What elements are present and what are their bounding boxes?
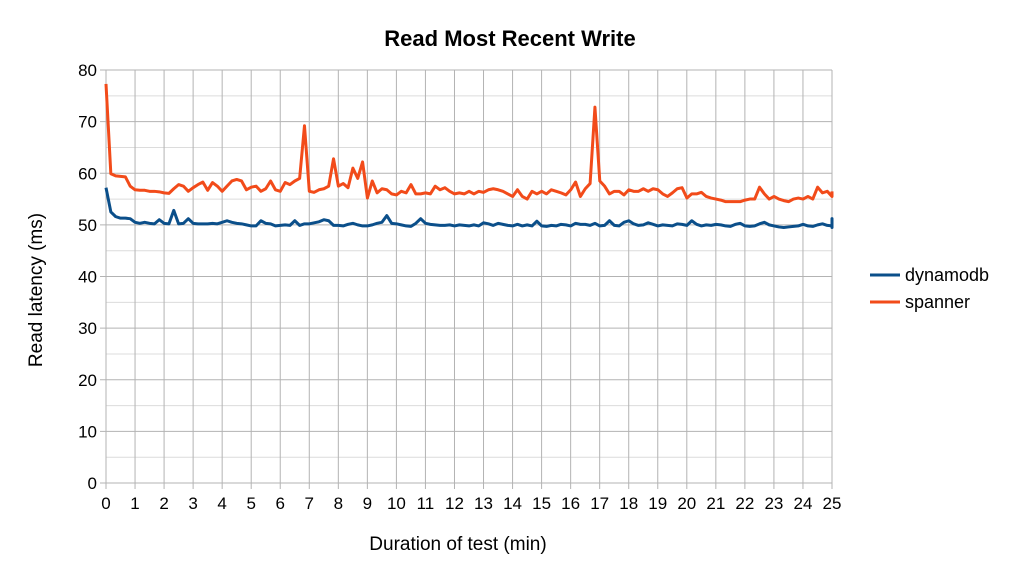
x-tick-label: 16 [561,494,580,513]
x-tick-label: 4 [217,494,226,513]
y-axis-label: Read latency (ms) [26,213,47,367]
x-tick-label: 5 [246,494,255,513]
x-tick-label: 12 [445,494,464,513]
x-tick-label: 2 [159,494,168,513]
axes: 0 1 2 3 4 5 6 7 8 9 10 11 12 13 14 15 16 17 18 19 20 21 22 23 24… [78,61,841,513]
chart-title: Read Most Recent Write [384,26,635,51]
x-tick-label: 6 [276,494,285,513]
y-tick-label: 30 [78,319,97,338]
x-tick-label: 15 [532,494,551,513]
x-tick-label: 17 [590,494,609,513]
legend-label-spanner: spanner [905,292,970,312]
x-tick-label: 23 [764,494,783,513]
y-tick-label: 0 [88,474,97,493]
x-tick-label: 20 [677,494,696,513]
x-tick-label: 1 [130,494,139,513]
x-tick-label: 19 [648,494,667,513]
y-tick-label: 70 [78,113,97,132]
y-tick-label: 10 [78,422,97,441]
y-tick-label: 40 [78,268,97,287]
x-tick-label: 7 [305,494,314,513]
x-tick-label: 25 [823,494,842,513]
y-tick-label: 20 [78,371,97,390]
x-tick-label: 11 [417,494,435,513]
x-tick-label: 13 [474,494,493,513]
series-lines [104,83,834,229]
x-axis-label: Duration of test (min) [369,534,546,555]
legend: dynamodb spanner [870,265,989,312]
series-line-dynamodb [104,187,834,229]
legend-label-dynamodb: dynamodb [905,265,989,285]
x-tick-label: 18 [619,494,638,513]
y-tick-label: 80 [78,61,97,80]
x-tick-label: 21 [706,494,725,513]
y-tick-label: 50 [78,216,97,235]
x-tick-label: 3 [188,494,197,513]
grid [105,69,833,484]
x-tick-label: 24 [793,494,812,513]
x-tick-label: 14 [503,494,522,513]
x-tick-label: 22 [735,494,754,513]
series-line-spanner [104,83,834,204]
x-tick-label: 0 [101,494,110,513]
y-tick-label: 60 [78,164,97,183]
x-tick-label: 10 [387,494,406,513]
x-tick-label: 9 [363,494,372,513]
x-tick-label: 8 [334,494,343,513]
